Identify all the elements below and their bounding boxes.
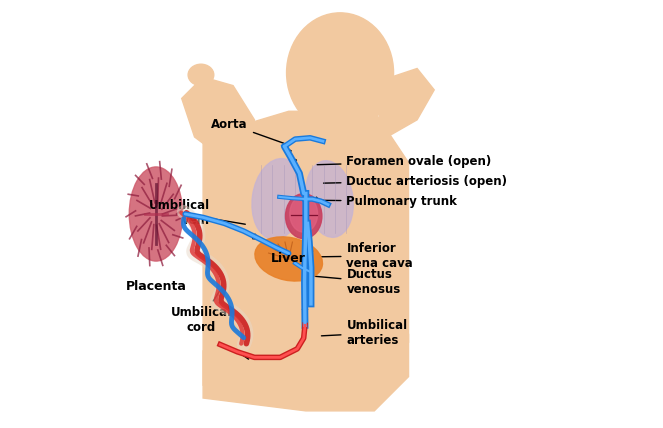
Text: Aorta: Aorta <box>211 118 284 143</box>
Text: Ductus
venosus: Ductus venosus <box>315 268 400 296</box>
Ellipse shape <box>252 159 304 239</box>
Text: Umbilical
vein: Umbilical vein <box>149 199 245 227</box>
Polygon shape <box>203 334 408 411</box>
Ellipse shape <box>290 196 318 232</box>
Polygon shape <box>182 77 255 163</box>
Polygon shape <box>314 103 357 128</box>
Ellipse shape <box>255 237 322 281</box>
Ellipse shape <box>286 194 322 239</box>
Text: Placenta: Placenta <box>125 280 186 293</box>
Text: Liver: Liver <box>271 252 306 265</box>
Ellipse shape <box>129 167 183 261</box>
Text: Pulmonary trunk: Pulmonary trunk <box>322 195 457 208</box>
Text: Umbilical
arteries: Umbilical arteries <box>322 319 408 347</box>
Text: Umbilical
cord: Umbilical cord <box>170 289 231 334</box>
Polygon shape <box>379 68 434 146</box>
Ellipse shape <box>286 13 394 133</box>
Ellipse shape <box>188 64 213 86</box>
Text: Foramen ovale (open): Foramen ovale (open) <box>317 155 492 168</box>
Text: Ductuc arteriosis (open): Ductuc arteriosis (open) <box>324 175 507 187</box>
Ellipse shape <box>306 161 353 237</box>
Polygon shape <box>203 111 408 398</box>
Text: Inferior
vena cava: Inferior vena cava <box>322 242 413 270</box>
